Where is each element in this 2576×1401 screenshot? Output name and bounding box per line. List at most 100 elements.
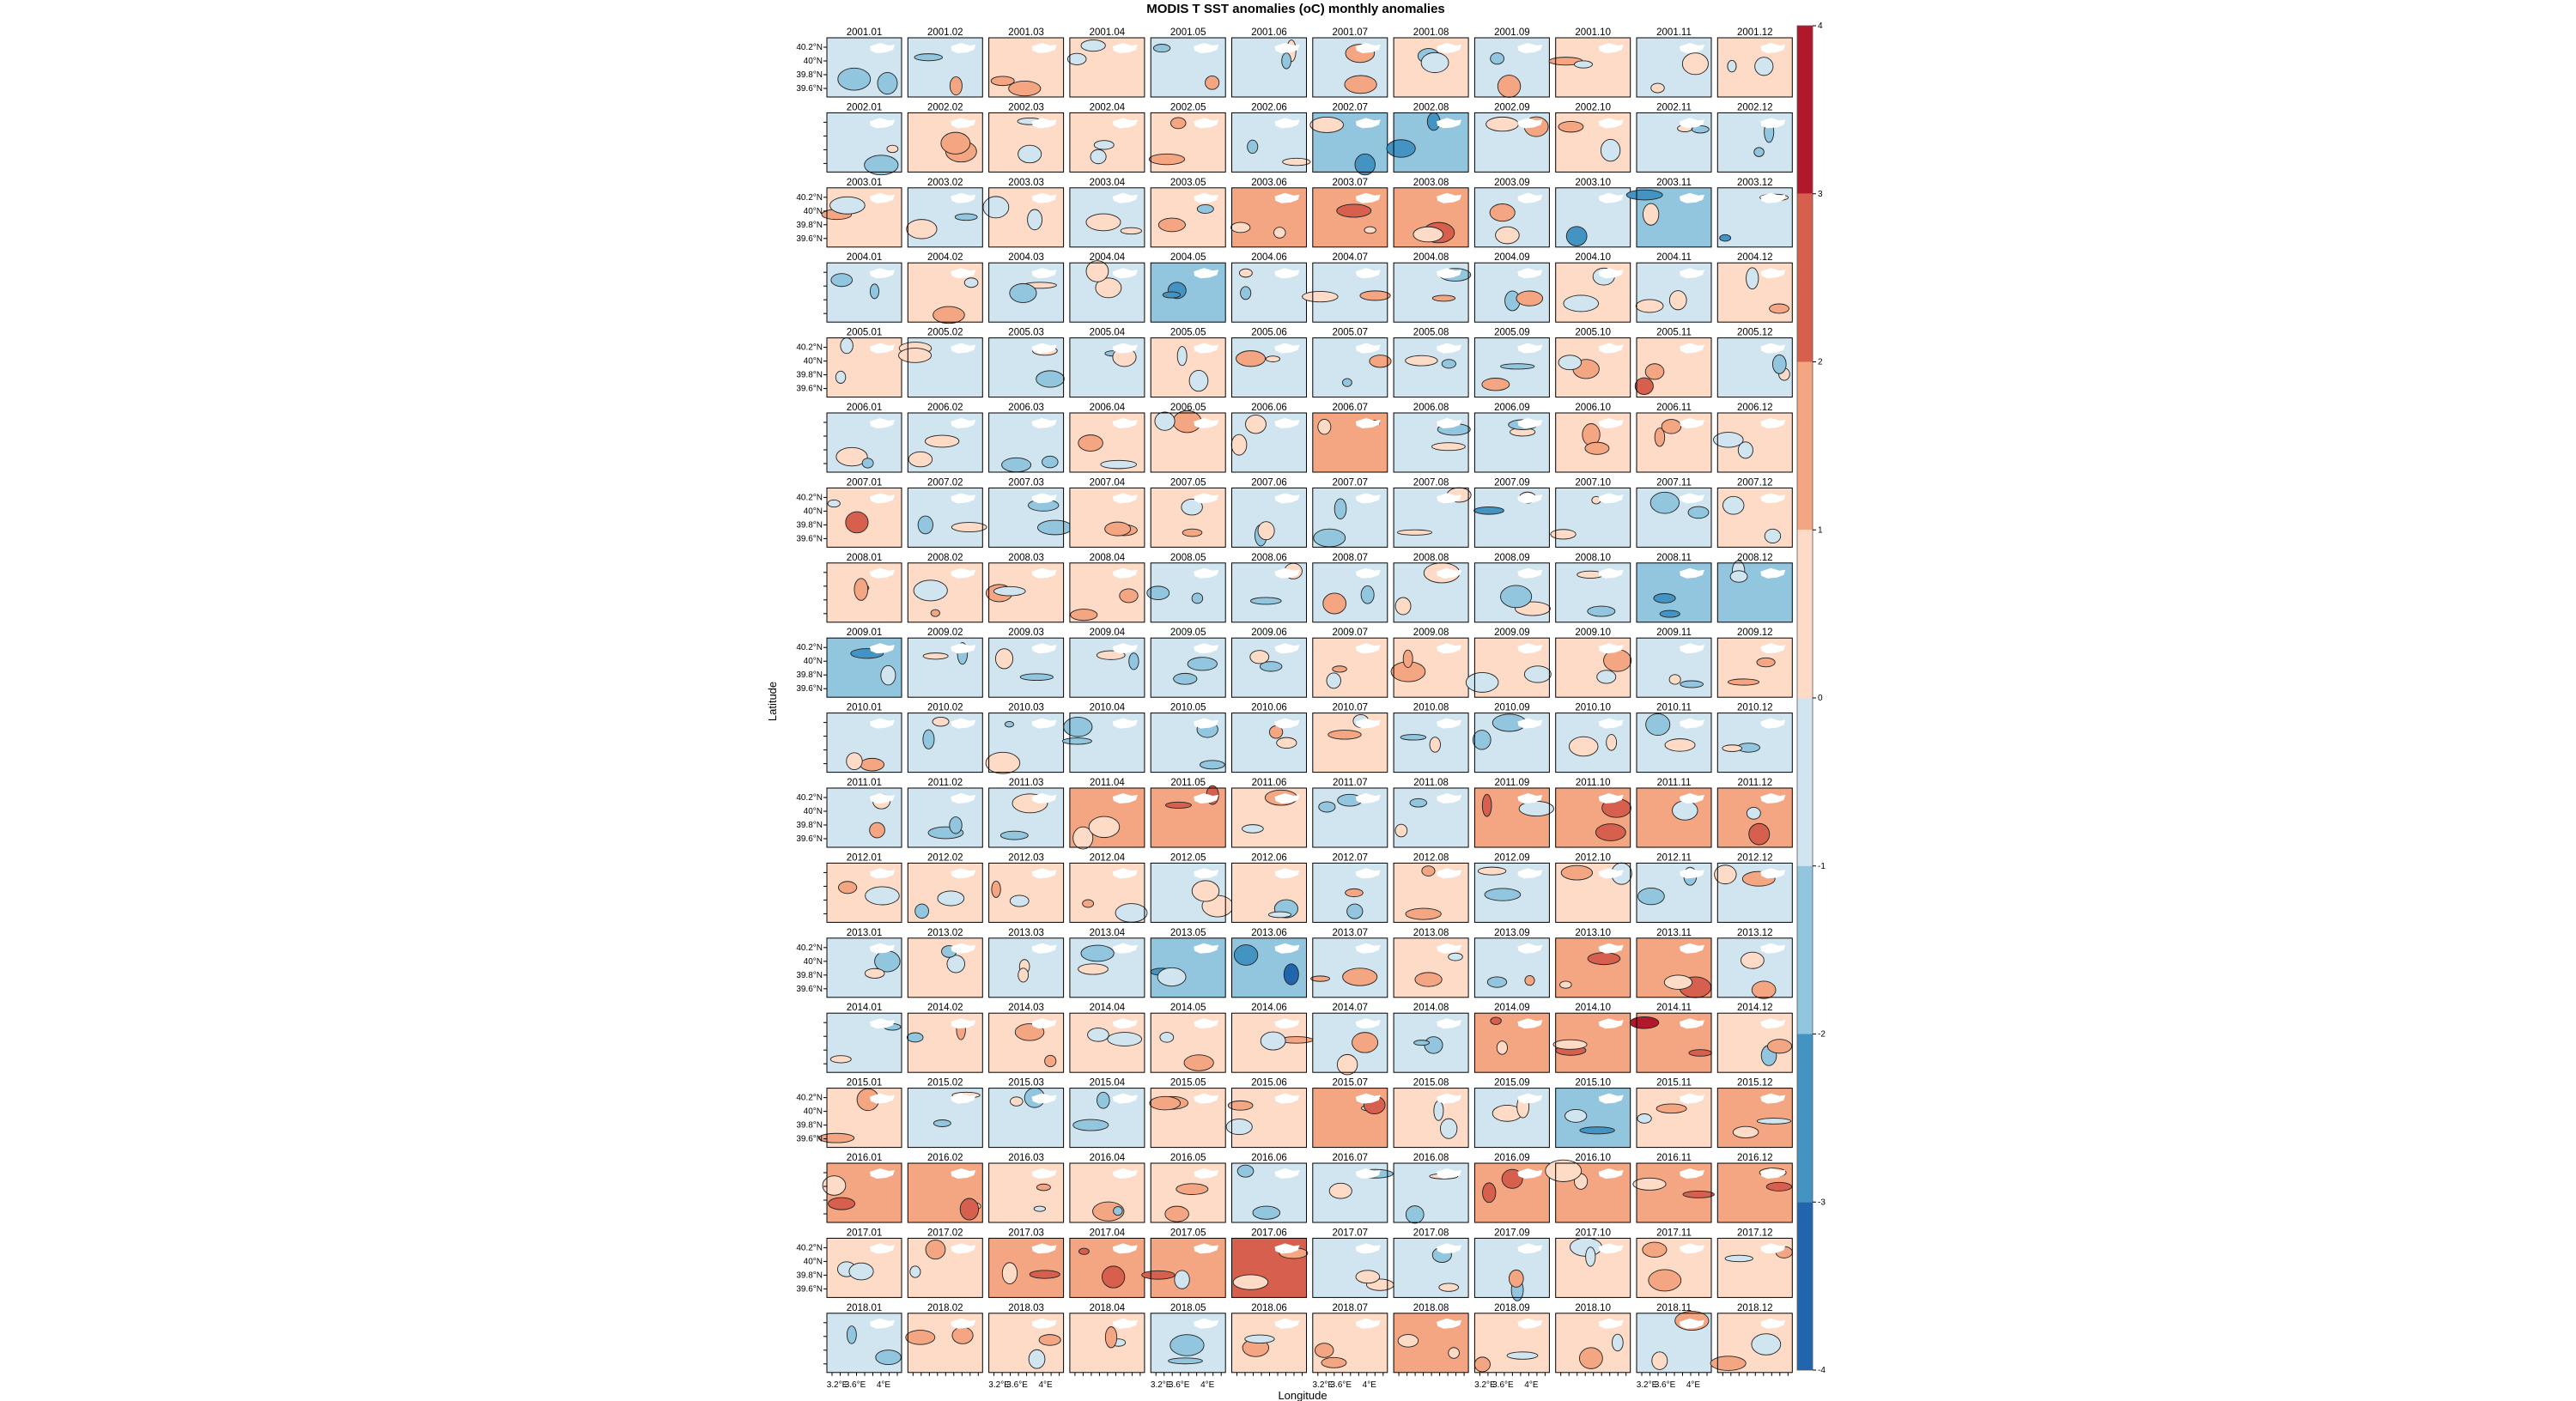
map-panel: 2017.07	[1312, 1228, 1394, 1298]
land-mask	[1760, 1093, 1786, 1104]
land-mask	[1437, 268, 1462, 279]
panel-title: 2006.08	[1413, 403, 1449, 413]
land-mask	[1680, 268, 1704, 279]
contour-patch	[1769, 303, 1789, 314]
panel-frame	[1312, 937, 1388, 998]
contour-patch	[1027, 209, 1043, 231]
map-panel: 2002.05	[1148, 102, 1226, 173]
contour-patch	[1182, 528, 1203, 537]
panel-title: 2002.03	[1008, 102, 1044, 112]
map-panel: 2012.10	[1555, 852, 1632, 923]
panel-frame	[1555, 862, 1631, 923]
panel-title: 2010.01	[847, 703, 883, 713]
map-panel: 2011.07	[1312, 778, 1388, 848]
land-mask	[1274, 868, 1300, 879]
panel-frame	[1473, 637, 1550, 698]
panel-frame	[1150, 337, 1226, 398]
panel-frame	[1150, 1012, 1226, 1073]
panel-frame	[988, 37, 1065, 98]
contour-patch	[1352, 1032, 1379, 1053]
panel-title: 2016.05	[1170, 1153, 1206, 1163]
contour-patch	[1369, 355, 1392, 368]
panel-title: 2011.01	[847, 778, 882, 788]
land-mask	[1760, 1168, 1786, 1179]
panel-title: 2014.12	[1737, 1003, 1773, 1013]
panel-frame	[1636, 1088, 1712, 1149]
y-tick-label: 39.6°N	[796, 385, 823, 394]
map-panel: 2013.07	[1310, 928, 1388, 998]
panel-frame	[826, 412, 902, 473]
panel-frame	[988, 562, 1065, 623]
map-panel: 2010.10	[1555, 703, 1631, 773]
map-panel: 2016.07	[1312, 1153, 1394, 1223]
land-mask	[1760, 118, 1786, 129]
land-mask	[1194, 943, 1219, 954]
panel-title: 2009.07	[1333, 628, 1369, 638]
land-mask	[870, 1168, 895, 1179]
map-panel: 2018.07 3.2°E3.6°E 4°E	[1312, 1303, 1388, 1390]
panel-frame	[826, 337, 902, 398]
panel-title: 2011.04	[1090, 778, 1125, 788]
map-panel: 2007.03	[988, 477, 1073, 548]
land-mask	[1355, 1318, 1381, 1329]
contour-patch	[827, 499, 841, 508]
contour-patch	[1386, 139, 1416, 158]
panel-frame	[1231, 787, 1307, 848]
contour-patch	[1629, 1016, 1660, 1029]
contour-patch	[1346, 903, 1364, 919]
map-panel: 2009.08	[1390, 628, 1469, 698]
land-mask	[1760, 1018, 1786, 1029]
panel-frame	[1231, 1237, 1307, 1298]
land-mask	[1437, 418, 1462, 428]
land-mask	[1437, 567, 1462, 579]
land-mask	[1194, 1243, 1219, 1254]
panel-title: 2009.09	[1494, 628, 1530, 638]
panel-title: 2009.05	[1170, 628, 1206, 638]
map-panel: 2013.11	[1636, 928, 1712, 998]
contour-patch	[1359, 290, 1391, 301]
contour-patch	[1090, 149, 1107, 165]
panel-title: 2013.11	[1656, 928, 1692, 938]
map-panel: 2013.06	[1231, 928, 1307, 998]
panel-frame	[1473, 262, 1550, 323]
contour-patch	[959, 1198, 980, 1221]
land-mask	[1112, 268, 1138, 279]
land-mask	[1598, 1018, 1624, 1029]
panel-frame	[988, 787, 1065, 848]
map-panel: 2005.05	[1150, 328, 1226, 398]
panel-title: 2004.05	[1170, 252, 1206, 263]
panel-title: 2010.06	[1251, 703, 1287, 713]
panel-title: 2007.04	[1090, 477, 1126, 488]
contour-patch	[1681, 52, 1709, 76]
contour-patch	[908, 451, 933, 468]
map-panel: 2007.01 40.2°N 40°N 39.8°N 39.6°N	[796, 477, 902, 548]
panel-title: 2010.09	[1494, 703, 1530, 713]
panel-frame	[1069, 412, 1145, 473]
contour-patch	[1173, 672, 1198, 685]
panel-title: 2017.12	[1737, 1228, 1773, 1238]
map-panel: 2013.02	[907, 928, 983, 998]
contour-patch	[1558, 355, 1583, 371]
panel-title: 2011.06	[1252, 778, 1287, 788]
panel-frame	[1231, 1088, 1307, 1149]
panel-title: 2015.12	[1737, 1078, 1773, 1089]
land-mask	[1031, 1093, 1057, 1104]
panel-frame	[988, 1088, 1065, 1149]
map-panel: 2015.07	[1312, 1078, 1388, 1149]
y-axis-label: Latitude	[766, 682, 779, 721]
panel-title: 2001.05	[1170, 27, 1206, 38]
panel-title: 2018.05	[1170, 1303, 1206, 1313]
panel-title: 2008.06	[1251, 553, 1287, 563]
contour-patch	[1001, 457, 1032, 473]
contour-patch	[865, 886, 900, 906]
panel-title: 2013.01	[847, 928, 883, 938]
panel-title: 2001.07	[1333, 27, 1369, 38]
land-mask	[1517, 118, 1543, 129]
contour-patch	[1550, 529, 1577, 540]
contour-patch	[922, 729, 935, 749]
contour-patch	[835, 446, 868, 467]
contour-patch	[982, 196, 1010, 219]
contour-patch	[1029, 1270, 1060, 1279]
contour-patch	[1481, 378, 1510, 391]
panel-frame	[1555, 37, 1631, 98]
